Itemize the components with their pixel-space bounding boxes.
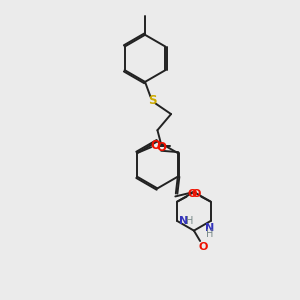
Text: O: O [156, 141, 166, 154]
Text: S: S [148, 94, 157, 107]
Text: O: O [151, 139, 160, 152]
Text: N: N [205, 223, 214, 233]
Text: O: O [199, 242, 208, 252]
Text: H: H [186, 216, 194, 226]
Text: O: O [187, 189, 196, 199]
Text: H: H [206, 229, 213, 239]
Text: O: O [191, 189, 201, 199]
Text: N: N [179, 216, 189, 226]
